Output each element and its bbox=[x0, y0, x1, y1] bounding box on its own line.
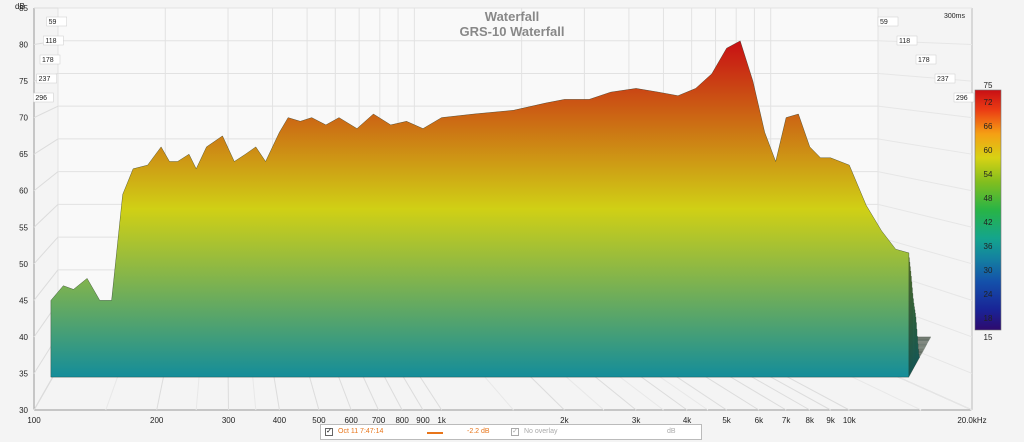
legend-bar: ✓ Oct 11 7:47:14 -2.2 dB ✓ No overlay dB bbox=[320, 424, 702, 440]
waterfall-slice bbox=[50, 40, 910, 378]
colorbar-tick-label: 18 bbox=[984, 314, 993, 323]
colorbar: 15 18 24 30 36 42 48 54 60 66 72 75 bbox=[974, 81, 1002, 342]
y-tick-label: 30 bbox=[19, 406, 28, 415]
time-tick-label-right: 296 bbox=[956, 95, 968, 102]
time-tick-label-right: 178 bbox=[918, 57, 930, 64]
x-tick-label: 2k bbox=[560, 416, 569, 425]
time-tick-label-right: 59 bbox=[880, 19, 888, 26]
y-tick-label: 80 bbox=[19, 41, 28, 50]
x-tick-label: 300 bbox=[222, 416, 236, 425]
x-tick-label: 9k bbox=[826, 416, 835, 425]
x-tick-label: 100 bbox=[27, 416, 41, 425]
colorbar-tick-label: 15 bbox=[984, 333, 993, 342]
overlay-unit: dB bbox=[667, 428, 676, 435]
time-tick-label-right: 118 bbox=[899, 38, 910, 45]
y-tick-label: 35 bbox=[19, 369, 28, 378]
y-tick-label: 75 bbox=[19, 77, 28, 86]
y-tick-label: 40 bbox=[19, 333, 28, 342]
x-tick-label: 4k bbox=[683, 416, 692, 425]
x-tick-label: 20.0kHz bbox=[957, 416, 986, 425]
x-tick-label: 700 bbox=[372, 416, 386, 425]
y-tick-label: 55 bbox=[19, 223, 28, 232]
colorbar-tick-label: 24 bbox=[984, 290, 993, 299]
overlay-checkbox[interactable]: ✓ bbox=[511, 428, 519, 436]
y-axis-label: dB bbox=[15, 2, 25, 11]
x-tick-label: 5k bbox=[722, 416, 731, 425]
colorbar-tick-label: 42 bbox=[984, 218, 993, 227]
x-tick-label: 1k bbox=[437, 416, 446, 425]
y-tick-label: 60 bbox=[19, 187, 28, 196]
colorbar-tick-label: 48 bbox=[984, 194, 993, 203]
chart-title: Waterfall bbox=[485, 9, 539, 24]
time-tick-label-right: 237 bbox=[937, 76, 949, 83]
y-tick-label: 45 bbox=[19, 296, 28, 305]
time-tick-label-left: 59 bbox=[49, 19, 57, 26]
y-tick-label: 85 bbox=[19, 4, 28, 13]
colorbar-tick-label: 30 bbox=[984, 266, 993, 275]
series-offset: -2.2 dB bbox=[467, 428, 490, 435]
overlay-label: No overlay bbox=[524, 428, 558, 435]
time-tick-label-left: 237 bbox=[39, 76, 51, 83]
series-checkbox[interactable]: ✓ bbox=[325, 428, 333, 436]
time-max-label: 300ms bbox=[944, 13, 966, 20]
y-tick-label: 65 bbox=[19, 150, 28, 159]
waterfall-surface bbox=[50, 40, 931, 378]
time-tick-label-left: 178 bbox=[42, 57, 54, 64]
x-tick-label: 6k bbox=[755, 416, 764, 425]
x-tick-label: 3k bbox=[632, 416, 641, 425]
y-tick-label: 50 bbox=[19, 260, 28, 269]
chart-subtitle: GRS-10 Waterfall bbox=[460, 24, 565, 39]
x-tick-label: 500 bbox=[312, 416, 326, 425]
x-tick-label: 10k bbox=[843, 416, 857, 425]
x-tick-label: 200 bbox=[150, 416, 164, 425]
colorbar-tick-label: 60 bbox=[984, 146, 993, 155]
x-tick-label: 7k bbox=[782, 416, 791, 425]
x-tick-label: 900 bbox=[416, 416, 430, 425]
x-tick-label: 400 bbox=[273, 416, 287, 425]
colorbar-tick-label: 36 bbox=[984, 242, 993, 251]
colorbar-tick-label: 54 bbox=[984, 170, 993, 179]
x-tick-label: 600 bbox=[345, 416, 359, 425]
colorbar-tick-label: 66 bbox=[984, 122, 993, 131]
time-tick-label-left: 296 bbox=[35, 95, 47, 102]
x-tick-label: 8k bbox=[806, 416, 815, 425]
time-tick-labels: 59 118 178 237 296 59 118 178 237 296 bbox=[33, 16, 975, 103]
time-tick-label-left: 118 bbox=[45, 38, 56, 45]
series-label: Oct 11 7:47:14 bbox=[338, 428, 384, 435]
colorbar-gradient bbox=[974, 89, 1002, 331]
series-line-swatch bbox=[427, 432, 443, 434]
x-tick-labels: 100 200 300 400 500 600 700 800 900 1k 2k 3k 4k 5k 6k 7… bbox=[27, 416, 986, 425]
x-tick-label: 800 bbox=[395, 416, 409, 425]
colorbar-tick-label: 72 bbox=[984, 98, 993, 107]
y-tick-labels: 30 35 40 45 50 55 60 65 70 75 80 85 bbox=[19, 4, 28, 415]
y-tick-label: 70 bbox=[19, 114, 28, 123]
colorbar-tick-label: 75 bbox=[984, 81, 993, 90]
